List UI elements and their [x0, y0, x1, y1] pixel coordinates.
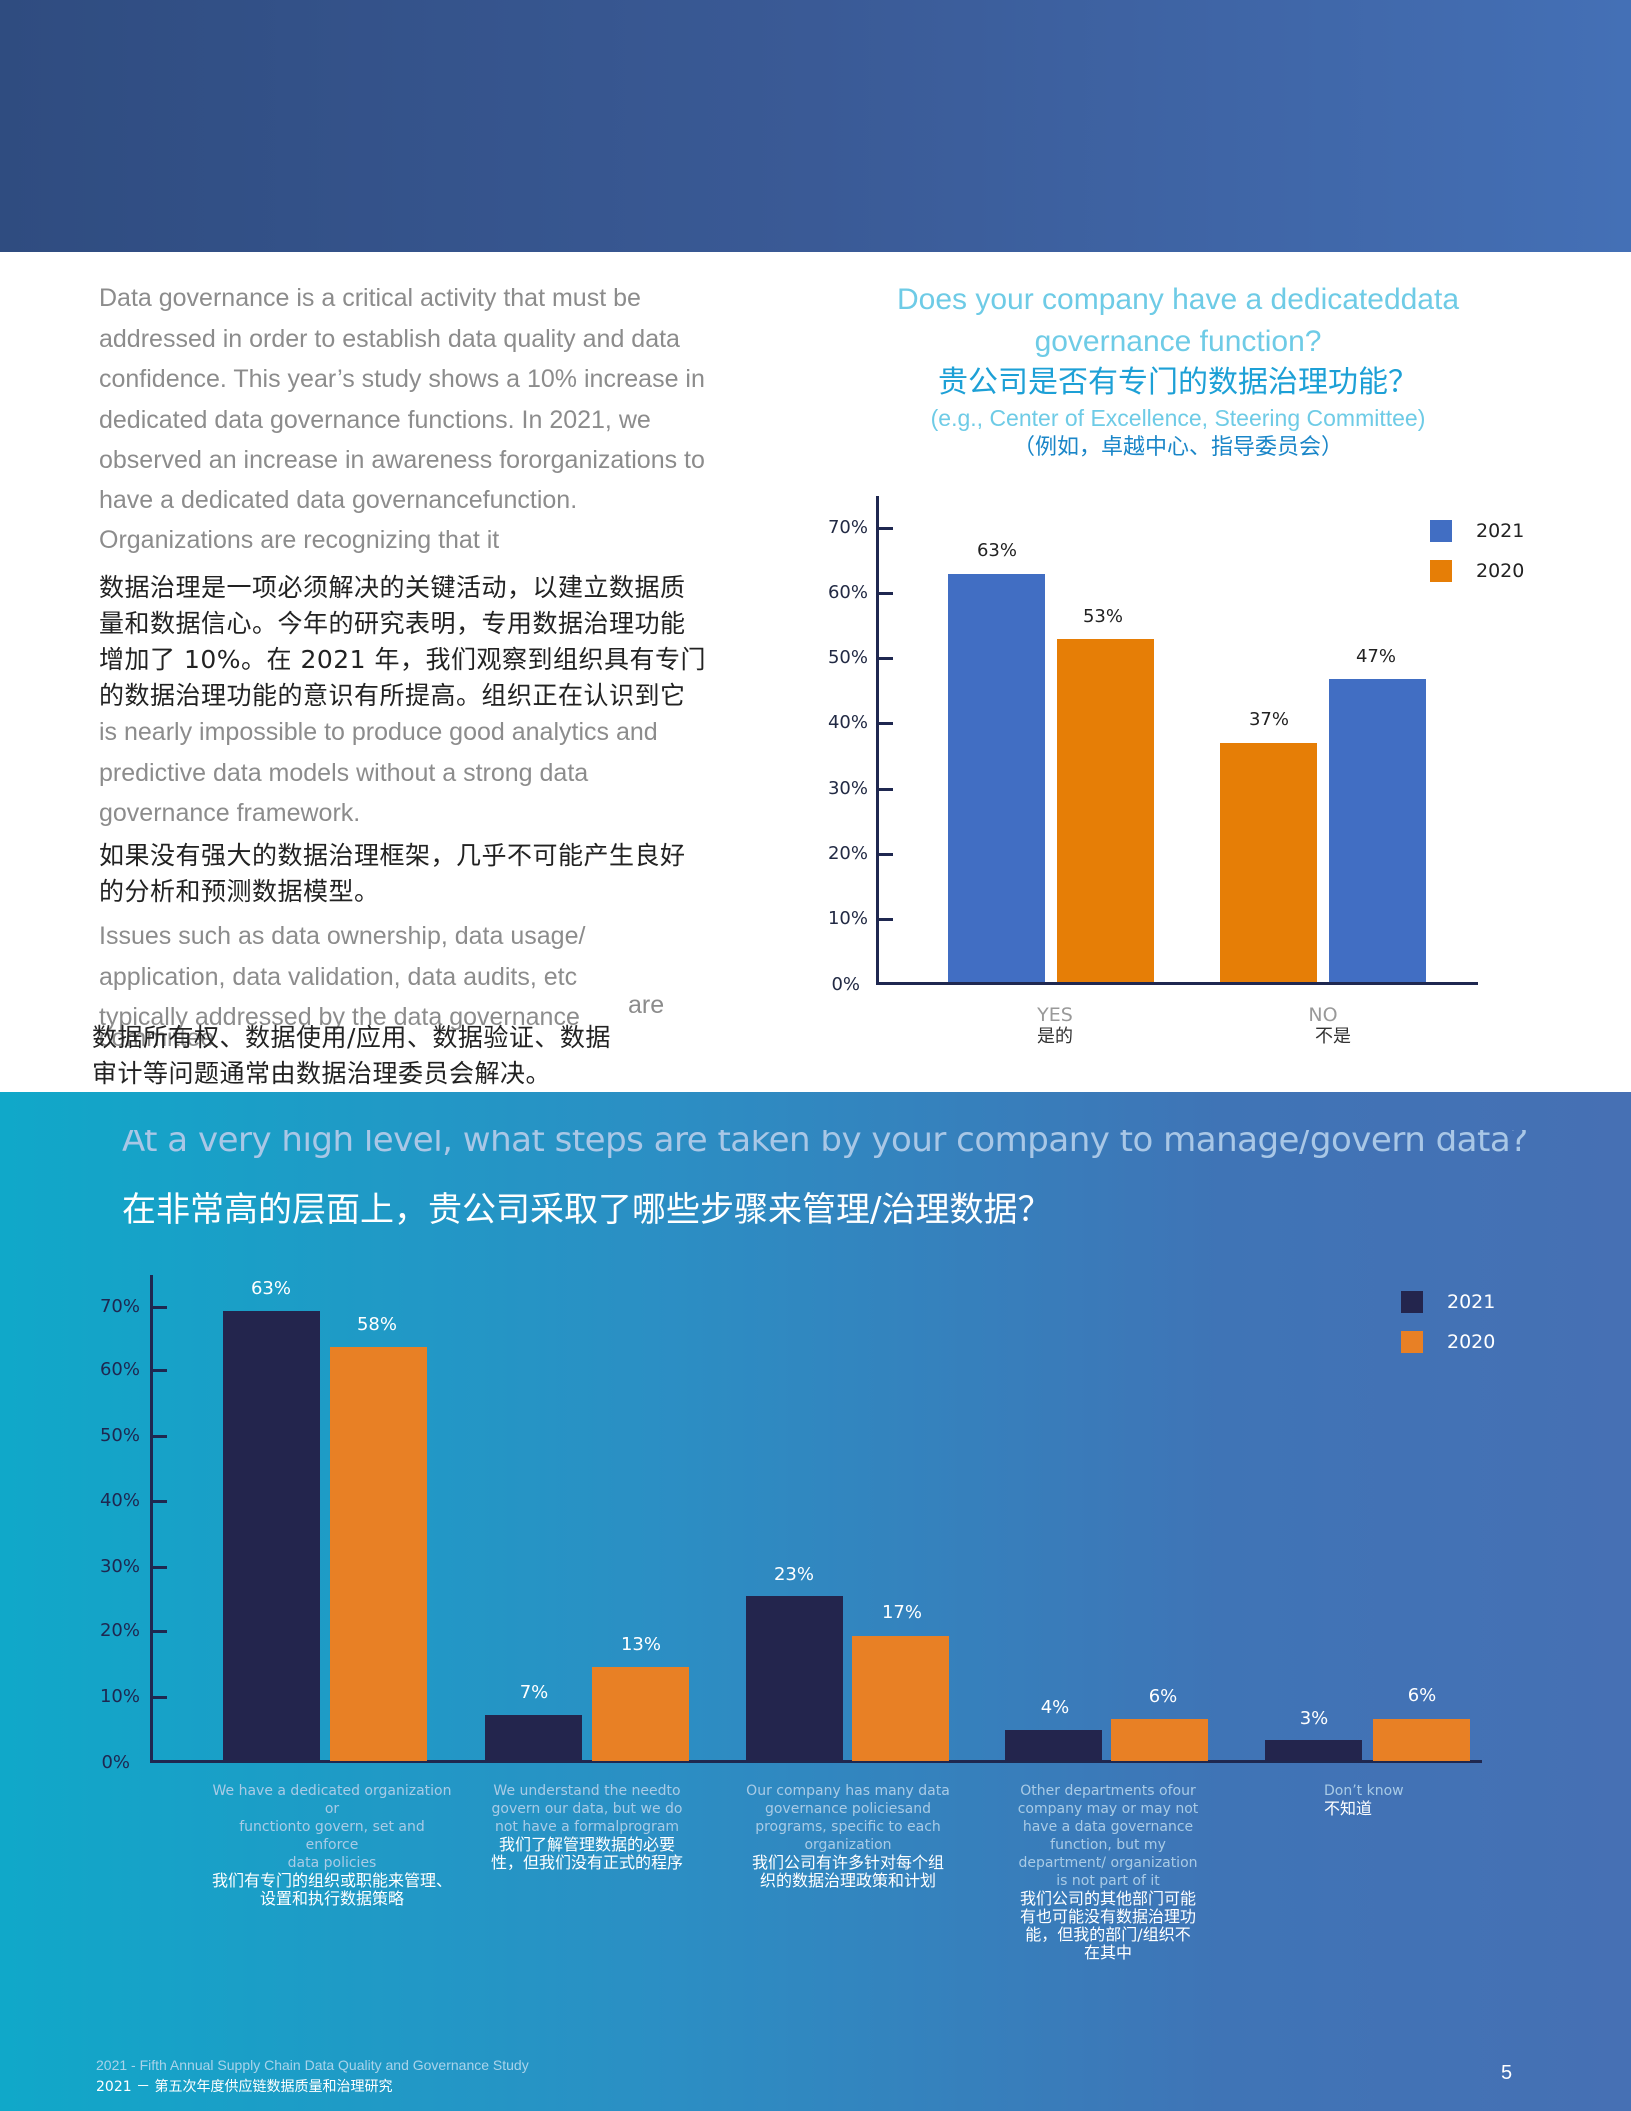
chart1-title-en-line2: governance function? — [1034, 325, 1322, 358]
text-line: addressed in order to establish data qua… — [99, 324, 680, 353]
text-line: Organizations are recognizing that it — [99, 525, 500, 554]
page-number: 5 — [1501, 2062, 1513, 2084]
text-line: 如果没有强大的数据治理框架，几乎不可能产生良好 — [99, 841, 686, 870]
text-line: 审计等问题通常由数据治理委员会解决。 — [92, 1059, 552, 1088]
text-line: typically addressed by the data governan… — [99, 1003, 580, 1031]
text-line: 的数据治理功能的意识有所提高。组织正在认识到它 — [99, 681, 686, 710]
steps-section — [0, 1092, 1631, 2111]
text-line: Issues such as data ownership, data usag… — [99, 922, 586, 950]
text-line: is nearly impossible to produce good ana… — [99, 718, 658, 746]
intro-en-paragraph-2: is nearly impossible to produce good ana… — [99, 712, 658, 834]
header-banner — [0, 0, 1631, 252]
text-line: 的分析和预测数据模型。 — [99, 877, 380, 906]
text-line: Data governance is a critical activity t… — [99, 284, 641, 312]
text-line: 数据治理是一项必须解决的关键活动，以建立数据质 — [99, 573, 686, 602]
text-line: 增加了 10%。在 2021 年，我们观察到组织具有专门 — [99, 645, 707, 674]
text-line: confidence. This year’s study shows a 10… — [99, 365, 705, 393]
chart2-title-en: At a very high level, what steps are tak… — [122, 1130, 1528, 1160]
text-line: 数据所有权、数据使用/应用、数据验证、数据 — [92, 1023, 611, 1052]
chart2-title-zh: 在非常高的层面上，贵公司采取了哪些步骤来管理/治理数据？ — [122, 1190, 1052, 1230]
text-line: dedicated data governance functions. In … — [99, 405, 651, 434]
chart1-title-en-line1: Does your company have a dedicateddata — [896, 283, 1460, 316]
overflow-word: are — [628, 991, 665, 1019]
footer-study-title-en: 2021 - Fifth Annual Supply Chain Data Qu… — [96, 2057, 529, 2073]
intro-en-paragraph-3: Issues such as data ownership, data usag… — [99, 916, 585, 1058]
text-line: governance framework. — [99, 799, 361, 827]
chart1-subtitle-en: (e.g., Center of Excellence, Steering Co… — [930, 405, 1426, 431]
text-line: have a dedicated data governancefunction… — [99, 485, 578, 514]
chart1-title: Does your company have a dedicateddata g… — [828, 279, 1528, 463]
footer-study-title-zh: 2021 － 第五次年度供应链数据质量和治理研究 — [96, 2079, 393, 2095]
text-line: observed an increase in awareness fororg… — [99, 445, 705, 474]
text-line: predictive data models without a strong … — [99, 758, 589, 787]
text-line: committee — [99, 1023, 215, 1052]
intro-zh-paragraph-1: 数据治理是一项必须解决的关键活动，以建立数据质 量和数据信心。今年的研究表明，专… — [99, 570, 706, 714]
text-line: 量和数据信心。今年的研究表明，专用数据治理功能 — [99, 609, 686, 638]
intro-zh-paragraph-3: 数据所有权、数据使用/应用、数据验证、数据 审计等问题通常由数据治理委员会解决。 — [92, 1020, 611, 1092]
chart1-subtitle-zh: （例如，卓越中心、指导委员会） — [1012, 435, 1343, 460]
intro-en-paragraph-1: Data governance is a critical activity t… — [99, 278, 705, 560]
intro-zh-paragraph-2: 如果没有强大的数据治理框架，几乎不可能产生良好 的分析和预测数据模型。 — [99, 838, 686, 910]
text-line: application, data validation, data audit… — [99, 962, 578, 991]
chart1-title-zh: 贵公司是否有专门的数据治理功能？ — [938, 365, 1418, 400]
